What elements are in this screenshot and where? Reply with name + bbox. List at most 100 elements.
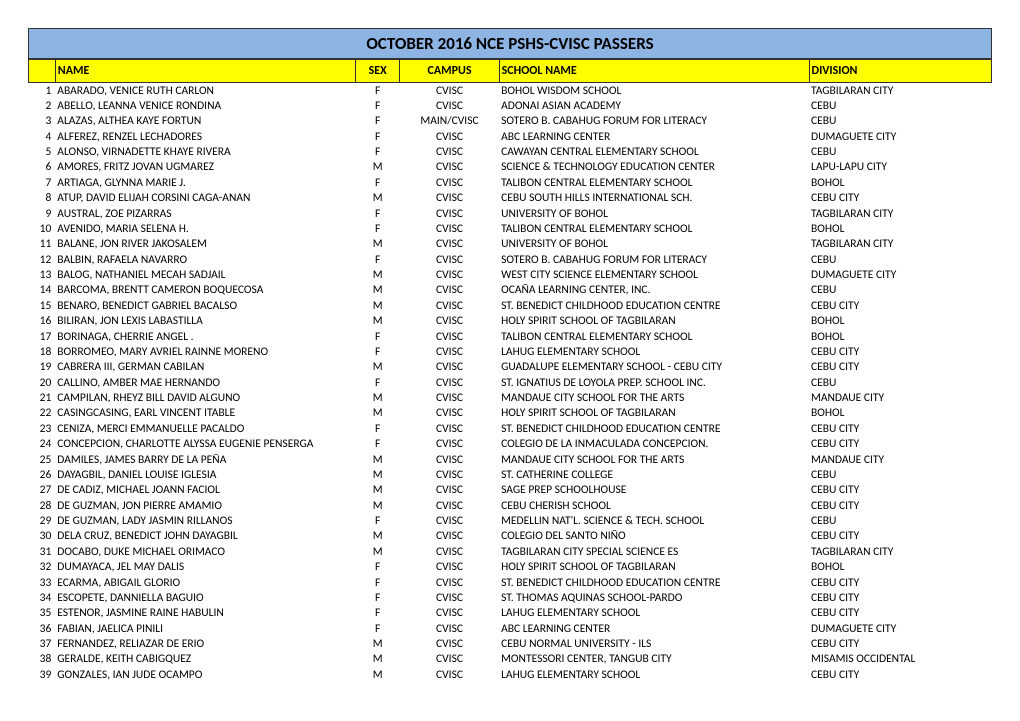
cell-name: CALLINO, AMBER MAE HERNANDO [55, 375, 355, 390]
cell-school: MEDELLIN NAT'L. SCIENCE & TECH. SCHOOL [499, 514, 809, 529]
table-row: 9AUSTRAL, ZOE PIZARRASFCVISCUNIVERSITY O… [29, 206, 992, 221]
cell-school: ST. IGNATIUS DE LOYOLA PREP. SCHOOL INC. [499, 375, 809, 390]
cell-name: ALONSO, VIRNADETTE KHAYE RIVERA [55, 145, 355, 160]
cell-sex: M [355, 283, 400, 298]
cell-sex: M [355, 268, 400, 283]
cell-name: ECARMA, ABIGAIL GLORIO [55, 575, 355, 590]
cell-name: BILIRAN, JON LEXIS LABASTILLA [55, 314, 355, 329]
cell-div: CEBU CITY [809, 344, 991, 359]
cell-campus: CVISC [400, 375, 499, 390]
cell-school: WEST CITY SCIENCE ELEMENTARY SCHOOL [499, 268, 809, 283]
cell-campus: CVISC [400, 437, 499, 452]
cell-school: ST. BENEDICT CHILDHOOD EDUCATION CENTRE [499, 421, 809, 436]
cell-school: LAHUG ELEMENTARY SCHOOL [499, 606, 809, 621]
cell-campus: CVISC [400, 298, 499, 313]
cell-num: 24 [29, 437, 56, 452]
table-row: 29DE GUZMAN, LADY JASMIN RILLANOSFCVISCM… [29, 514, 992, 529]
cell-school: LAHUG ELEMENTARY SCHOOL [499, 667, 809, 682]
cell-num: 29 [29, 514, 56, 529]
cell-num: 14 [29, 283, 56, 298]
table-row: 26DAYAGBIL, DANIEL LOUISE IGLESIAMCVISCS… [29, 467, 992, 482]
cell-div: CEBU [809, 98, 991, 113]
cell-campus: CVISC [400, 544, 499, 559]
table-row: 32DUMAYACA, JEL MAY DALISFCVISCHOLY SPIR… [29, 560, 992, 575]
cell-sex: F [355, 329, 400, 344]
cell-div: CEBU [809, 114, 991, 129]
cell-campus: CVISC [400, 360, 499, 375]
table-row: 35ESTENOR, JASMINE RAINE HABULINFCVISCLA… [29, 606, 992, 621]
cell-campus: CVISC [400, 344, 499, 359]
cell-name: CASINGCASING, EARL VINCENT ITABLE [55, 406, 355, 421]
cell-campus: CVISC [400, 314, 499, 329]
cell-div: BOHOL [809, 406, 991, 421]
cell-sex: M [355, 391, 400, 406]
cell-num: 38 [29, 652, 56, 667]
cell-num: 30 [29, 529, 56, 544]
table-row: 4ALFEREZ, RENZEL LECHADORESFCVISCABC LEA… [29, 129, 992, 144]
cell-name: ESCOPETE, DANNIELLA BAGUIO [55, 590, 355, 605]
cell-div: BOHOL [809, 221, 991, 236]
table-row: 18BORROMEO, MARY AVRIEL RAINNE MORENOFCV… [29, 344, 992, 359]
cell-div: CEBU [809, 375, 991, 390]
cell-campus: CVISC [400, 606, 499, 621]
cell-campus: CVISC [400, 406, 499, 421]
cell-school: HOLY SPIRIT SCHOOL OF TAGBILARAN [499, 406, 809, 421]
cell-school: MANDAUE CITY SCHOOL FOR THE ARTS [499, 452, 809, 467]
cell-name: CABRERA III, GERMAN CABILAN [55, 360, 355, 375]
cell-campus: CVISC [400, 391, 499, 406]
cell-school: OCAÑA LEARNING CENTER, INC. [499, 283, 809, 298]
cell-num: 12 [29, 252, 56, 267]
table-row: 14BARCOMA, BRENTT CAMERON BOQUECOSAMCVIS… [29, 283, 992, 298]
cell-school: ADONAI ASIAN ACADEMY [499, 98, 809, 113]
table-row: 1ABARADO, VENICE RUTH CARLONFCVISCBOHOL … [29, 83, 992, 99]
cell-name: CENIZA, MERCI EMMANUELLE PACALDO [55, 421, 355, 436]
cell-school: TAGBILARAN CITY SPECIAL SCIENCE ES [499, 544, 809, 559]
cell-sex: M [355, 467, 400, 482]
cell-num: 19 [29, 360, 56, 375]
cell-school: TALIBON CENTRAL ELEMENTARY SCHOOL [499, 175, 809, 190]
col-header-num [29, 60, 56, 83]
cell-campus: CVISC [400, 145, 499, 160]
cell-school: TALIBON CENTRAL ELEMENTARY SCHOOL [499, 329, 809, 344]
col-header-name: NAME [55, 60, 355, 83]
cell-div: CEBU CITY [809, 191, 991, 206]
cell-campus: CVISC [400, 237, 499, 252]
table-row: 38GERALDE, KEITH CABIGQUEZMCVISCMONTESSO… [29, 652, 992, 667]
table-row: 5ALONSO, VIRNADETTE KHAYE RIVERAFCVISCCA… [29, 145, 992, 160]
cell-num: 1 [29, 83, 56, 99]
cell-num: 15 [29, 298, 56, 313]
cell-sex: F [355, 145, 400, 160]
cell-campus: CVISC [400, 529, 499, 544]
cell-campus: CVISC [400, 191, 499, 206]
cell-campus: CVISC [400, 514, 499, 529]
cell-school: SOTERO B. CABAHUG FORUM FOR LITERACY [499, 114, 809, 129]
cell-school: ST. CATHERINE COLLEGE [499, 467, 809, 482]
cell-sex: M [355, 498, 400, 513]
cell-school: MONTESSORI CENTER, TANGUB CITY [499, 652, 809, 667]
cell-div: MANDAUE CITY [809, 391, 991, 406]
cell-sex: F [355, 221, 400, 236]
table-row: 12BALBIN, RAFAELA NAVARROFCVISCSOTERO B.… [29, 252, 992, 267]
cell-div: CEBU CITY [809, 360, 991, 375]
cell-div: CEBU [809, 467, 991, 482]
cell-sex: M [355, 160, 400, 175]
cell-sex: M [355, 544, 400, 559]
cell-school: CEBU SOUTH HILLS INTERNATIONAL SCH. [499, 191, 809, 206]
cell-school: HOLY SPIRIT SCHOOL OF TAGBILARAN [499, 314, 809, 329]
cell-num: 31 [29, 544, 56, 559]
cell-school: MANDAUE CITY SCHOOL FOR THE ARTS [499, 391, 809, 406]
cell-school: CEBU CHERISH SCHOOL [499, 498, 809, 513]
table-row: 3ALAZAS, ALTHEA KAYE FORTUNFMAIN/CVISCSO… [29, 114, 992, 129]
cell-name: ABELLO, LEANNA VENICE RONDINA [55, 98, 355, 113]
cell-campus: CVISC [400, 637, 499, 652]
cell-sex: F [355, 206, 400, 221]
cell-num: 13 [29, 268, 56, 283]
cell-div: BOHOL [809, 175, 991, 190]
cell-sex: F [355, 560, 400, 575]
cell-campus: MAIN/CVISC [400, 114, 499, 129]
cell-num: 7 [29, 175, 56, 190]
table-row: 20CALLINO, AMBER MAE HERNANDOFCVISCST. I… [29, 375, 992, 390]
cell-sex: F [355, 83, 400, 99]
cell-num: 25 [29, 452, 56, 467]
cell-school: CAWAYAN CENTRAL ELEMENTARY SCHOOL [499, 145, 809, 160]
